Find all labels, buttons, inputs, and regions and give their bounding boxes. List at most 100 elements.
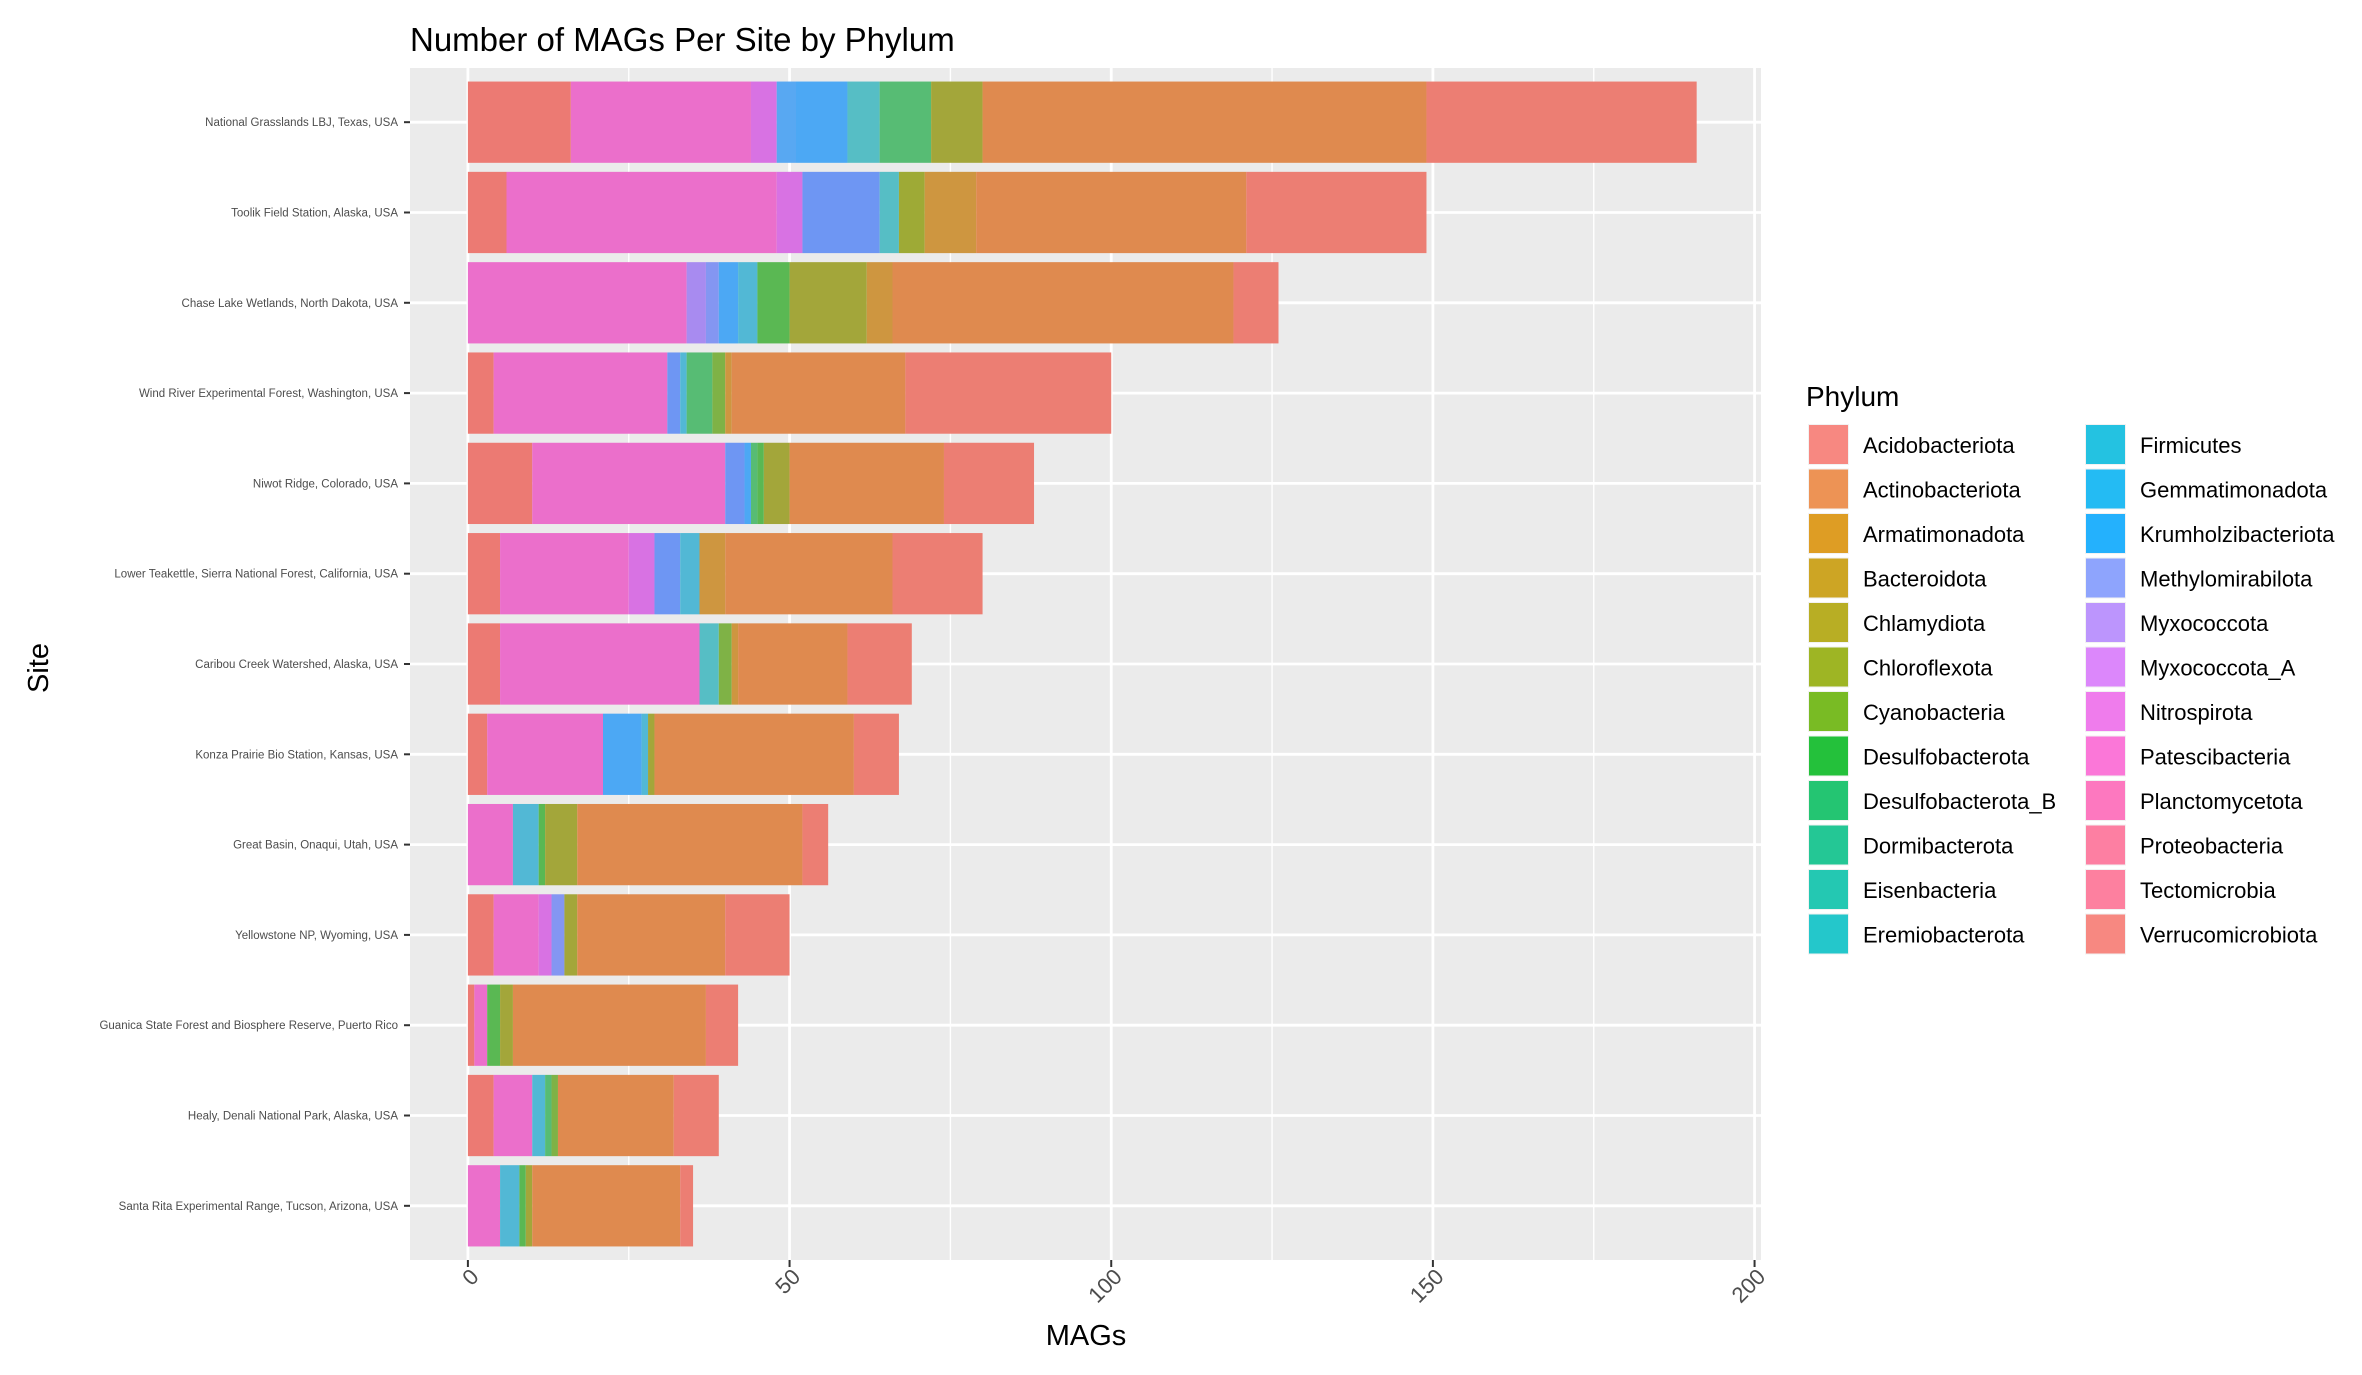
y-axis: National Grasslands LBJ, Texas, USA Tooli… (99, 117, 410, 1213)
y-tick-label: Great Basin, Onaqui, Utah, USA (233, 840, 398, 852)
bar-segment (500, 984, 513, 1066)
bar-segment (512, 803, 539, 886)
bar-segment (680, 533, 700, 615)
legend-label: Desulfobacterota_B (1863, 789, 2056, 814)
bar-segment (757, 442, 764, 525)
bar-segment (879, 81, 932, 163)
x-tick-label: 0 (457, 1264, 483, 1290)
legend-item: Chlamydiota (1808, 602, 1986, 643)
bar-segment (467, 262, 687, 344)
bar-segment (680, 1165, 694, 1247)
bar-group (467, 262, 1279, 344)
bar-segment (731, 623, 739, 705)
chart-title: Number of MAGs Per Site by Phylum (410, 21, 955, 58)
bar-group (467, 713, 899, 795)
bar-segment (802, 803, 829, 886)
legend-item: Gemmatimonadota (2085, 468, 2328, 510)
bar-segment (898, 171, 925, 254)
legend-swatch (1809, 692, 1848, 731)
bar-segment (802, 171, 880, 254)
bar-segment (699, 623, 719, 705)
legend-label: Planctomycetota (2140, 789, 2303, 814)
legend-label: Chlamydiota (1863, 611, 1986, 636)
bar-segment (467, 1165, 501, 1247)
legend-swatch (2086, 825, 2125, 865)
legend-swatch (1809, 647, 1848, 687)
y-tick-label: Niwot Ridge, Colorado, USA (253, 478, 398, 490)
legend-swatch (2086, 647, 2125, 687)
y-tick-label: Caribou Creek Watershed, Alaska, USA (195, 659, 398, 671)
y-tick-label: Chase Lake Wetlands, North Dakota, USA (182, 298, 399, 310)
legend-swatch (1809, 870, 1848, 909)
bar-segment (500, 623, 700, 705)
bar-series (467, 81, 1697, 1247)
bar-segment (738, 623, 848, 705)
bar-group (467, 352, 1112, 434)
legend-swatch (2086, 736, 2125, 776)
bar-segment (789, 442, 944, 525)
bar-segment (538, 894, 552, 976)
bar-segment (525, 1165, 533, 1247)
bar-segment (551, 894, 565, 976)
legend-label: Gemmatimonadota (2140, 478, 2328, 503)
bar-segment (467, 533, 501, 615)
legend-item: Myxococcota_A (2085, 646, 2296, 688)
bar-segment (705, 262, 719, 344)
bar-segment (744, 442, 751, 525)
bar-segment (750, 442, 758, 525)
legend-item: Verrucomicrobiota (2085, 913, 2318, 955)
bar-segment (467, 352, 494, 434)
bar-group (467, 533, 983, 615)
bar-segment (1426, 81, 1697, 163)
bar-segment (731, 352, 906, 434)
legend-item: Planctomycetota (2085, 780, 2303, 821)
legend-item: Desulfobacterota_B (1808, 780, 2056, 821)
legend-item: Firmicutes (2085, 424, 2241, 465)
legend-item: Actinobacteriota (1808, 468, 2022, 510)
x-tick-label: 100 (1083, 1264, 1127, 1308)
legend-label: Cyanobacteria (1863, 700, 2006, 725)
legend-label: Eisenbacteria (1863, 878, 1997, 903)
bar-segment (641, 713, 649, 795)
legend-item: Eremiobacterota (1808, 913, 2025, 955)
bar-segment (718, 262, 739, 344)
bar-segment (467, 442, 533, 525)
bar-segment (512, 984, 706, 1066)
bar-segment (699, 533, 726, 615)
bar-segment (750, 81, 777, 163)
bar-segment (879, 171, 899, 254)
bar-segment (577, 803, 803, 886)
bar-segment (976, 171, 1247, 254)
bar-segment (557, 1074, 674, 1157)
bar-segment (467, 984, 475, 1066)
bar-segment (545, 803, 578, 886)
bar-segment (467, 894, 494, 976)
legend-item: Tectomicrobia (2085, 869, 2276, 910)
bar-segment (982, 81, 1427, 163)
legend-label: Myxococcota_A (2140, 656, 2296, 681)
bar-segment (686, 352, 713, 434)
bar-segment (654, 533, 681, 615)
legend-label: Methylomirabilota (2140, 567, 2313, 592)
bar-segment (776, 171, 803, 254)
legend-item: Cyanobacteria (1808, 691, 2006, 732)
legend-title: Phylum (1806, 381, 1899, 412)
bar-segment (519, 1165, 526, 1247)
legend-swatch (1809, 914, 1848, 954)
bar-segment (789, 262, 867, 344)
bar-segment (487, 984, 501, 1066)
bar-segment (603, 713, 642, 795)
bar-segment (892, 533, 983, 615)
legend-item: Myxococcota (2085, 602, 2269, 643)
bar-segment (667, 352, 681, 434)
bar-segment (654, 713, 854, 795)
legend-swatch (2086, 781, 2125, 820)
bar-segment (924, 171, 977, 254)
bar-segment (725, 533, 893, 615)
bar-segment (853, 713, 899, 795)
y-tick-label: Lower Teakettle, Sierra National Forest,… (114, 569, 398, 581)
x-tick-label: 150 (1405, 1264, 1449, 1308)
y-tick-label: National Grasslands LBJ, Texas, USA (205, 117, 398, 129)
bar-group (467, 803, 829, 886)
